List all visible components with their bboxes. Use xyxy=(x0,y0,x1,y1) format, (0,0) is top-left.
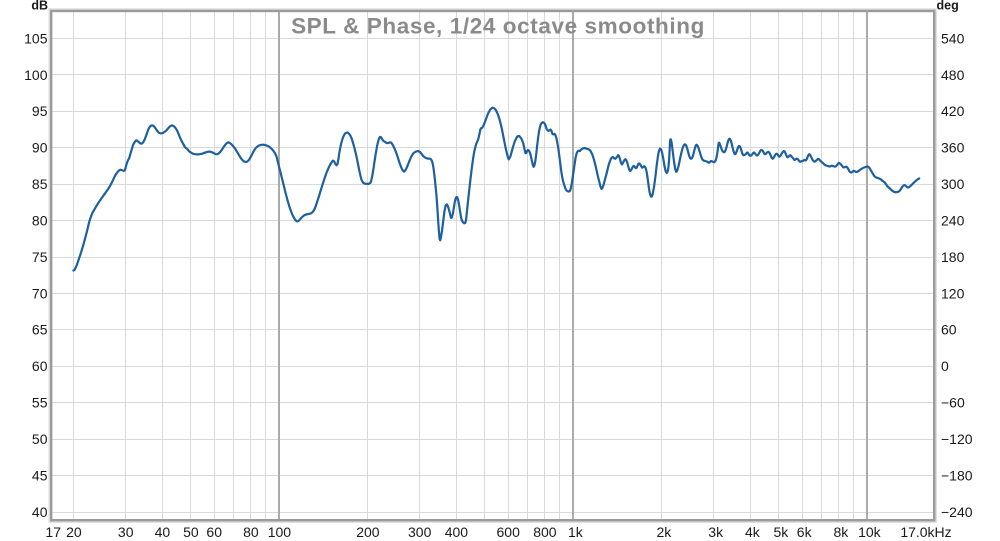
svg-text:105: 105 xyxy=(24,30,48,46)
svg-text:120: 120 xyxy=(941,285,965,301)
svg-text:1k: 1k xyxy=(568,524,584,540)
svg-text:50: 50 xyxy=(32,431,48,447)
svg-text:20: 20 xyxy=(66,524,82,540)
svg-text:75: 75 xyxy=(32,249,48,265)
svg-text:80: 80 xyxy=(243,524,259,540)
svg-text:200: 200 xyxy=(356,524,380,540)
svg-text:8k: 8k xyxy=(834,524,850,540)
svg-text:5k: 5k xyxy=(774,524,790,540)
svg-text:240: 240 xyxy=(941,212,965,228)
svg-text:420: 420 xyxy=(941,103,965,119)
svg-text:SPL & Phase, 1/24 octave smoot: SPL & Phase, 1/24 octave smoothing xyxy=(291,14,705,39)
svg-text:60: 60 xyxy=(941,322,957,338)
svg-text:480: 480 xyxy=(941,67,965,83)
svg-text:60: 60 xyxy=(206,524,222,540)
svg-text:800: 800 xyxy=(533,524,557,540)
svg-text:65: 65 xyxy=(32,322,48,338)
svg-text:deg: deg xyxy=(937,0,959,13)
svg-text:60: 60 xyxy=(32,358,48,374)
svg-text:−120: −120 xyxy=(941,431,973,447)
svg-text:540: 540 xyxy=(941,30,965,46)
svg-text:40: 40 xyxy=(32,504,48,520)
svg-text:70: 70 xyxy=(32,285,48,301)
svg-text:180: 180 xyxy=(941,249,965,265)
svg-text:300: 300 xyxy=(941,176,965,192)
svg-text:−60: −60 xyxy=(941,395,965,411)
svg-text:80: 80 xyxy=(32,212,48,228)
svg-text:3k: 3k xyxy=(708,524,724,540)
svg-text:85: 85 xyxy=(32,176,48,192)
svg-text:30: 30 xyxy=(118,524,134,540)
svg-text:4k: 4k xyxy=(745,524,761,540)
svg-text:400: 400 xyxy=(445,524,469,540)
svg-text:100: 100 xyxy=(268,524,292,540)
svg-text:17: 17 xyxy=(45,524,61,540)
svg-text:95: 95 xyxy=(32,103,48,119)
svg-text:10k: 10k xyxy=(858,524,882,540)
svg-text:100: 100 xyxy=(24,67,48,83)
svg-text:55: 55 xyxy=(32,395,48,411)
svg-text:600: 600 xyxy=(497,524,521,540)
svg-text:−180: −180 xyxy=(941,467,973,483)
svg-text:40: 40 xyxy=(155,524,171,540)
svg-text:45: 45 xyxy=(32,467,48,483)
svg-text:50: 50 xyxy=(183,524,199,540)
svg-text:6k: 6k xyxy=(797,524,813,540)
svg-text:dB: dB xyxy=(31,0,48,13)
svg-text:−240: −240 xyxy=(941,504,973,520)
svg-text:17.0kHz: 17.0kHz xyxy=(900,524,951,540)
svg-text:90: 90 xyxy=(32,140,48,156)
svg-text:360: 360 xyxy=(941,140,965,156)
svg-text:300: 300 xyxy=(408,524,432,540)
svg-text:0: 0 xyxy=(941,358,949,374)
svg-text:2k: 2k xyxy=(657,524,673,540)
